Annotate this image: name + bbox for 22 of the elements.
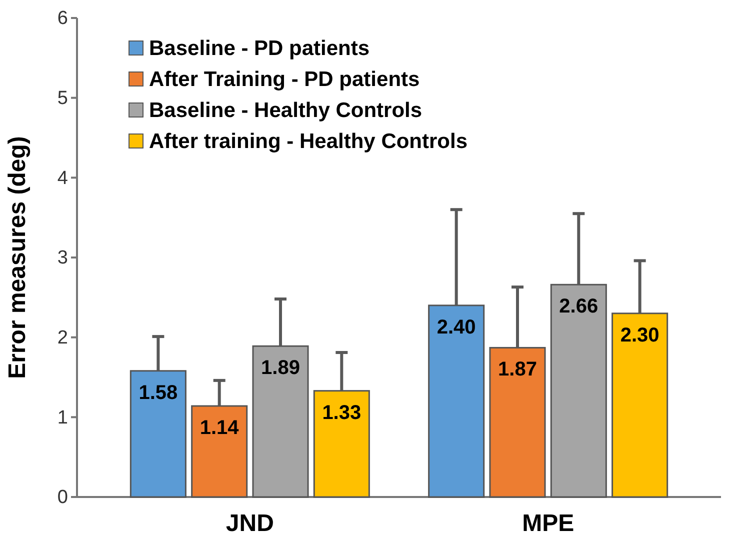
y-tick-label: 2: [57, 327, 68, 348]
y-tick-label: 0: [57, 487, 68, 508]
x-tick-label: MPE: [522, 510, 574, 538]
legend-label: Baseline - Healthy Controls: [149, 99, 422, 122]
y-tick-label: 1: [57, 407, 68, 428]
data-label: 2.40: [436, 316, 476, 338]
data-label: 1.14: [200, 416, 240, 439]
data-label: 1.89: [261, 357, 300, 380]
x-tick-label: JND: [226, 510, 274, 538]
data-label: 2.30: [620, 324, 660, 346]
y-tick-label: 5: [57, 88, 68, 109]
data-label: 2.66: [559, 296, 598, 318]
y-tick-label: 6: [57, 8, 68, 30]
data-label: 1.33: [322, 402, 362, 424]
y-tick-label: 3: [57, 248, 68, 269]
legend-label: After Training - PD patients: [149, 68, 420, 91]
y-tick-label: 4: [57, 168, 68, 189]
data-label: 1.87: [498, 358, 537, 381]
data-label: 1.58: [138, 382, 178, 404]
legend-label: After training - Healthy Controls: [149, 130, 468, 153]
legend-label: Baseline - PD patients: [149, 37, 370, 60]
y-axis-title: Error measures (deg): [4, 136, 31, 379]
